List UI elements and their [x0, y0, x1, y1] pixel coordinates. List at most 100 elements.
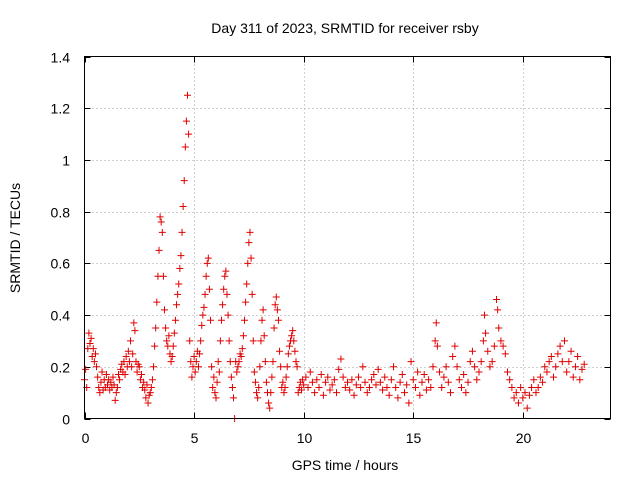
data-point — [306, 368, 314, 376]
data-point — [237, 352, 245, 360]
data-point — [102, 371, 110, 379]
data-point — [359, 363, 367, 371]
data-point — [257, 337, 265, 345]
data-point — [216, 337, 224, 345]
data-point — [337, 355, 345, 363]
data-point — [433, 342, 441, 350]
data-point — [543, 368, 551, 376]
data-point — [293, 363, 301, 371]
data-point — [266, 404, 274, 412]
data-point — [488, 358, 496, 366]
data-point — [190, 352, 198, 360]
data-point — [493, 296, 501, 304]
data-point — [466, 358, 474, 366]
data-point — [482, 329, 490, 337]
data-point — [390, 363, 398, 371]
data-point — [471, 363, 479, 371]
data-point — [346, 386, 354, 394]
data-point — [228, 383, 236, 391]
data-point — [224, 311, 232, 319]
data-point — [379, 386, 387, 394]
data-point — [283, 363, 291, 371]
y-tick-label: 1.4 — [51, 50, 71, 66]
data-point — [89, 345, 97, 353]
data-point — [392, 383, 400, 391]
data-point — [550, 373, 558, 381]
data-point — [271, 301, 279, 309]
data-point — [215, 368, 223, 376]
data-point — [194, 363, 202, 371]
data-point — [554, 350, 562, 358]
data-point — [368, 376, 376, 384]
data-point — [181, 143, 189, 151]
data-point — [473, 376, 481, 384]
y-tick-label: 0.2 — [51, 360, 71, 376]
data-point — [160, 306, 168, 314]
data-point — [135, 363, 143, 371]
data-point — [506, 376, 514, 384]
data-point — [128, 363, 136, 371]
data-points — [81, 91, 588, 422]
data-point — [219, 301, 227, 309]
data-point — [256, 363, 264, 371]
data-point — [521, 389, 529, 397]
y-tick-label: 0.6 — [51, 256, 71, 272]
data-point — [170, 329, 178, 337]
data-point — [90, 358, 98, 366]
data-point — [167, 358, 175, 366]
data-point — [547, 352, 555, 360]
data-point — [111, 396, 119, 404]
data-point — [352, 381, 360, 389]
data-point — [409, 376, 417, 384]
data-point — [155, 246, 163, 254]
data-point — [499, 342, 507, 350]
data-point — [422, 386, 430, 394]
data-point — [563, 368, 571, 376]
data-point — [432, 319, 440, 327]
plot-frame — [84, 56, 611, 419]
data-point — [425, 376, 433, 384]
x-tick-label: 15 — [406, 430, 422, 446]
data-point — [185, 130, 193, 138]
y-tick-label: 0.8 — [51, 205, 71, 221]
data-point — [398, 371, 406, 379]
data-point — [248, 290, 256, 298]
data-point — [246, 228, 254, 236]
data-point — [253, 389, 261, 397]
data-point — [267, 389, 275, 397]
data-point — [186, 337, 194, 345]
data-point — [205, 285, 213, 293]
data-point — [479, 337, 487, 345]
data-point — [261, 358, 269, 366]
data-point — [143, 381, 151, 389]
data-point — [576, 376, 584, 384]
data-point — [344, 378, 351, 386]
data-point — [98, 368, 106, 376]
data-point — [130, 319, 138, 327]
data-point — [407, 358, 415, 366]
data-point — [274, 316, 282, 324]
data-point — [468, 347, 476, 355]
data-point — [220, 285, 228, 293]
x-tick-label: 5 — [191, 430, 199, 446]
y-tick-labels: 0 0.2 0.4 0.6 0.8 1 1.2 1.4 — [51, 50, 71, 428]
data-point — [151, 342, 159, 350]
data-point — [212, 394, 220, 402]
data-point — [381, 373, 389, 381]
data-point — [311, 389, 319, 397]
data-point — [438, 383, 446, 391]
data-point — [436, 368, 444, 376]
data-point — [281, 383, 289, 391]
data-point — [223, 290, 231, 298]
y-axis-label: SRMTID / TECUs — [7, 183, 23, 293]
data-point — [558, 358, 566, 366]
data-point — [333, 389, 341, 397]
data-point — [449, 352, 457, 360]
data-point — [495, 324, 503, 332]
data-point — [442, 363, 450, 371]
y-tick-label: 0 — [62, 412, 70, 428]
data-point — [427, 383, 435, 391]
data-point — [85, 329, 93, 337]
data-point — [272, 293, 280, 301]
data-point — [203, 259, 211, 267]
